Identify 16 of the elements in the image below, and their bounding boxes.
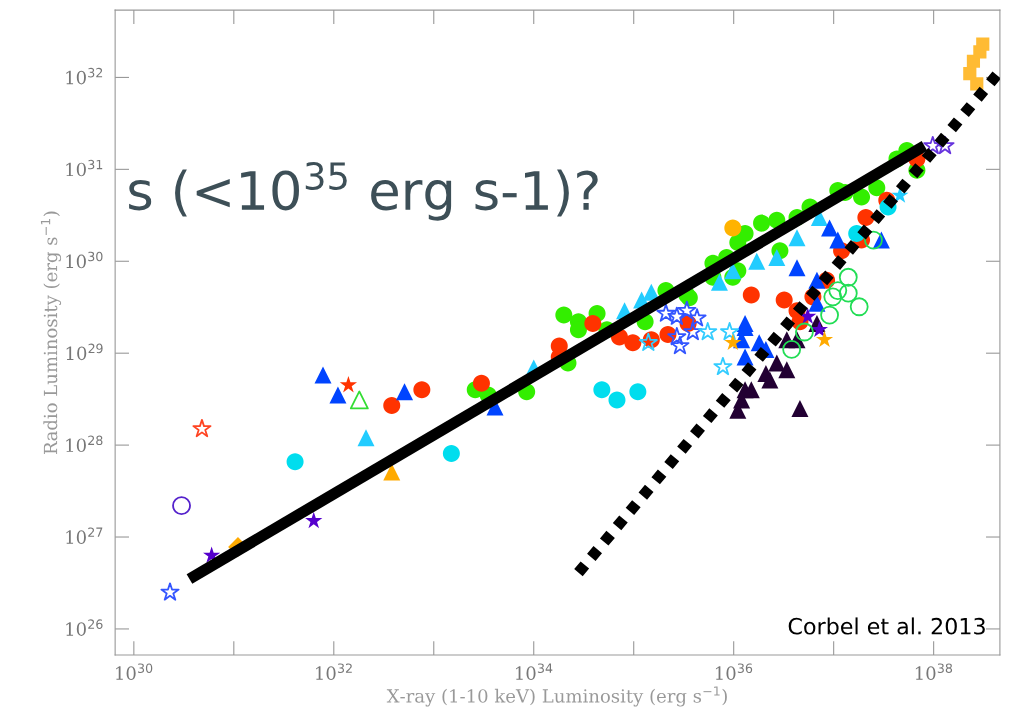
y-tick-label: 10$^{29}$ [66,343,103,361]
y-tick-label: 10$^{31}$ [66,159,103,177]
annotation: s (<10$^{35}$ erg s-1)? [129,162,598,221]
x-tick-label: 10$^{30}$ [116,663,153,680]
y-tick-label: 10$^{32}$ [66,67,103,85]
y-tick-label: 10$^{28}$ [66,435,103,453]
y-tick-label: 10$^{27}$ [66,527,103,544]
y-axis-title: Radio Luminosity (erg s$^{−1}$) [40,211,62,454]
y-tick-label: 10$^{26}$ [66,619,103,636]
annotation: Corbel et al. 2013 [788,617,985,635]
x-tick-label: 10$^{36}$ [715,663,753,680]
x-tick-label: 10$^{38}$ [915,663,953,680]
y-tick-label: 10$^{30}$ [66,251,103,269]
x-axis-title: X-ray (1-10 keV) Luminosity (erg s$^{−1}$) [386,686,727,707]
x-tick-label: 10$^{34}$ [515,663,553,680]
x-tick-label: 10$^{32}$ [316,663,352,680]
